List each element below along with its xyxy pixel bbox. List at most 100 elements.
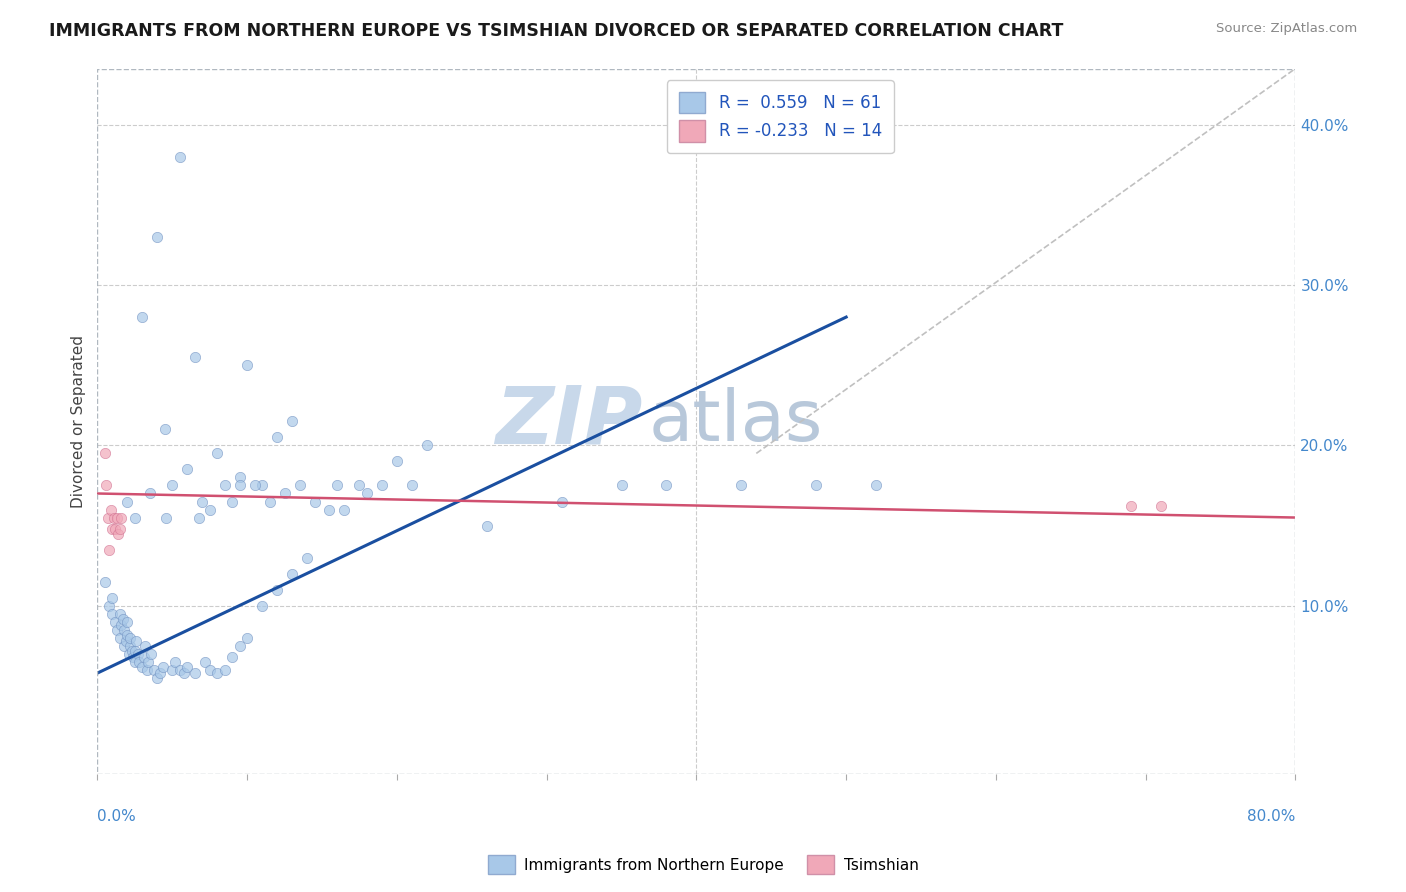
Point bbox=[153, 422, 176, 436]
Point bbox=[125, 634, 148, 648]
Point bbox=[124, 643, 146, 657]
Point bbox=[110, 510, 132, 524]
Point bbox=[105, 623, 128, 637]
Point bbox=[143, 663, 166, 677]
Point bbox=[94, 574, 117, 589]
Point bbox=[169, 663, 191, 677]
Point bbox=[118, 647, 141, 661]
Point bbox=[176, 659, 198, 673]
Point bbox=[121, 643, 143, 657]
Point bbox=[281, 566, 304, 581]
Point bbox=[117, 627, 139, 641]
Point bbox=[117, 615, 139, 629]
Text: atlas: atlas bbox=[648, 387, 823, 456]
Point bbox=[160, 663, 183, 677]
Text: 80.0%: 80.0% bbox=[1247, 809, 1295, 824]
Point bbox=[112, 639, 135, 653]
Point bbox=[155, 510, 177, 524]
Point bbox=[205, 666, 228, 681]
Point bbox=[134, 639, 156, 653]
Point bbox=[266, 582, 288, 597]
Point bbox=[188, 510, 211, 524]
Point bbox=[111, 611, 134, 625]
Point bbox=[1150, 500, 1173, 514]
Text: IMMIGRANTS FROM NORTHERN EUROPE VS TSIMSHIAN DIVORCED OR SEPARATED CORRELATION C: IMMIGRANTS FROM NORTHERN EUROPE VS TSIMS… bbox=[49, 22, 1063, 40]
Point bbox=[228, 470, 250, 484]
Point bbox=[243, 478, 266, 492]
Point bbox=[191, 494, 214, 508]
Point bbox=[103, 510, 125, 524]
Point bbox=[120, 631, 142, 645]
Point bbox=[176, 462, 198, 476]
Point bbox=[356, 486, 378, 500]
Point bbox=[475, 518, 498, 533]
Point bbox=[108, 522, 131, 536]
Point bbox=[136, 655, 159, 669]
Point bbox=[304, 494, 326, 508]
Point bbox=[169, 150, 191, 164]
Point bbox=[122, 650, 145, 665]
Point bbox=[117, 494, 139, 508]
Point bbox=[101, 591, 124, 605]
Point bbox=[250, 599, 273, 613]
Text: 0.0%: 0.0% bbox=[97, 809, 136, 824]
Point bbox=[152, 659, 174, 673]
Point bbox=[214, 663, 236, 677]
Point bbox=[266, 430, 288, 444]
Point bbox=[655, 478, 678, 492]
Point bbox=[610, 478, 633, 492]
Point bbox=[205, 446, 228, 460]
Point bbox=[101, 522, 124, 536]
Y-axis label: Divorced or Separated: Divorced or Separated bbox=[72, 334, 86, 508]
Point bbox=[371, 478, 394, 492]
Text: Source: ZipAtlas.com: Source: ZipAtlas.com bbox=[1216, 22, 1357, 36]
Point bbox=[131, 310, 153, 324]
Point bbox=[401, 478, 423, 492]
Point bbox=[281, 414, 304, 428]
Point bbox=[131, 659, 153, 673]
Point bbox=[273, 486, 295, 500]
Text: ZIP: ZIP bbox=[495, 383, 643, 460]
Point bbox=[146, 671, 169, 685]
Point bbox=[141, 647, 163, 661]
Point bbox=[194, 655, 217, 669]
Point bbox=[127, 647, 149, 661]
Point bbox=[333, 502, 356, 516]
Point bbox=[104, 522, 127, 536]
Point bbox=[108, 607, 131, 621]
Point bbox=[128, 655, 150, 669]
Legend: Immigrants from Northern Europe, Tsimshian: Immigrants from Northern Europe, Tsimshi… bbox=[481, 849, 925, 880]
Point bbox=[108, 631, 131, 645]
Point bbox=[228, 478, 250, 492]
Point bbox=[114, 634, 136, 648]
Point bbox=[139, 486, 162, 500]
Point bbox=[165, 655, 187, 669]
Point bbox=[550, 494, 572, 508]
Point bbox=[100, 502, 122, 516]
Point bbox=[183, 666, 205, 681]
Point bbox=[288, 478, 311, 492]
Point bbox=[198, 663, 221, 677]
Point bbox=[250, 478, 273, 492]
Point bbox=[105, 510, 128, 524]
Point bbox=[97, 510, 120, 524]
Point bbox=[160, 478, 183, 492]
Point bbox=[98, 599, 121, 613]
Point bbox=[98, 542, 121, 557]
Point bbox=[107, 526, 129, 541]
Point bbox=[349, 478, 371, 492]
Point bbox=[865, 478, 887, 492]
Point bbox=[112, 623, 135, 637]
Point bbox=[183, 350, 205, 364]
Point bbox=[96, 478, 118, 492]
Point bbox=[149, 666, 172, 681]
Point bbox=[295, 550, 318, 565]
Point bbox=[221, 650, 243, 665]
Point bbox=[385, 454, 408, 468]
Point bbox=[101, 607, 124, 621]
Point bbox=[173, 666, 195, 681]
Point bbox=[135, 663, 157, 677]
Point bbox=[124, 655, 146, 669]
Point bbox=[94, 446, 117, 460]
Point bbox=[806, 478, 828, 492]
